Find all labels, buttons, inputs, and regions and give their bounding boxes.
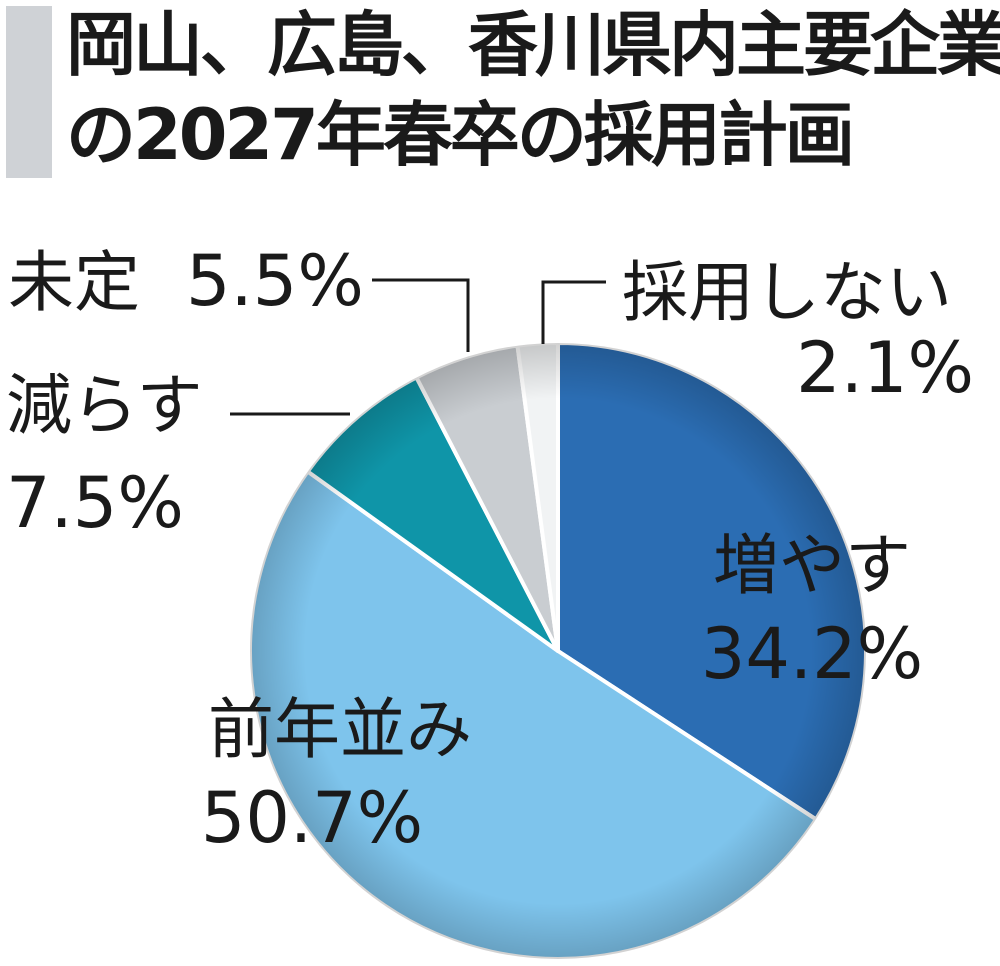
slice-value-4: 5.5% bbox=[186, 240, 364, 322]
chart-title-line-2: の2027年春卒の採用計画 bbox=[66, 94, 855, 176]
leader-line-5 bbox=[541, 280, 606, 344]
slice-label-1: 増やす bbox=[713, 527, 911, 604]
slice-label-5: 採用しない bbox=[622, 254, 952, 331]
slice-label-2: 前年並み bbox=[208, 691, 472, 768]
chart-title-line-1: 岡山、広島、香川県内主要企業 bbox=[66, 4, 1000, 86]
slice-label-4: 未定 bbox=[8, 244, 140, 321]
leader-lines bbox=[230, 278, 606, 416]
title-accent-bar bbox=[6, 6, 52, 178]
chart-title: 岡山、広島、香川県内主要企業 の2027年春卒の採用計画 bbox=[66, 0, 1000, 180]
slice-value-5: 2.1% bbox=[796, 327, 974, 409]
slice-value-1: 34.2% bbox=[701, 613, 923, 695]
slice-value-3: 7.5% bbox=[6, 462, 184, 544]
slice-value-2: 50.7% bbox=[201, 777, 423, 859]
slice-label-3: 減らす bbox=[6, 367, 203, 444]
leader-line-4 bbox=[372, 278, 470, 352]
